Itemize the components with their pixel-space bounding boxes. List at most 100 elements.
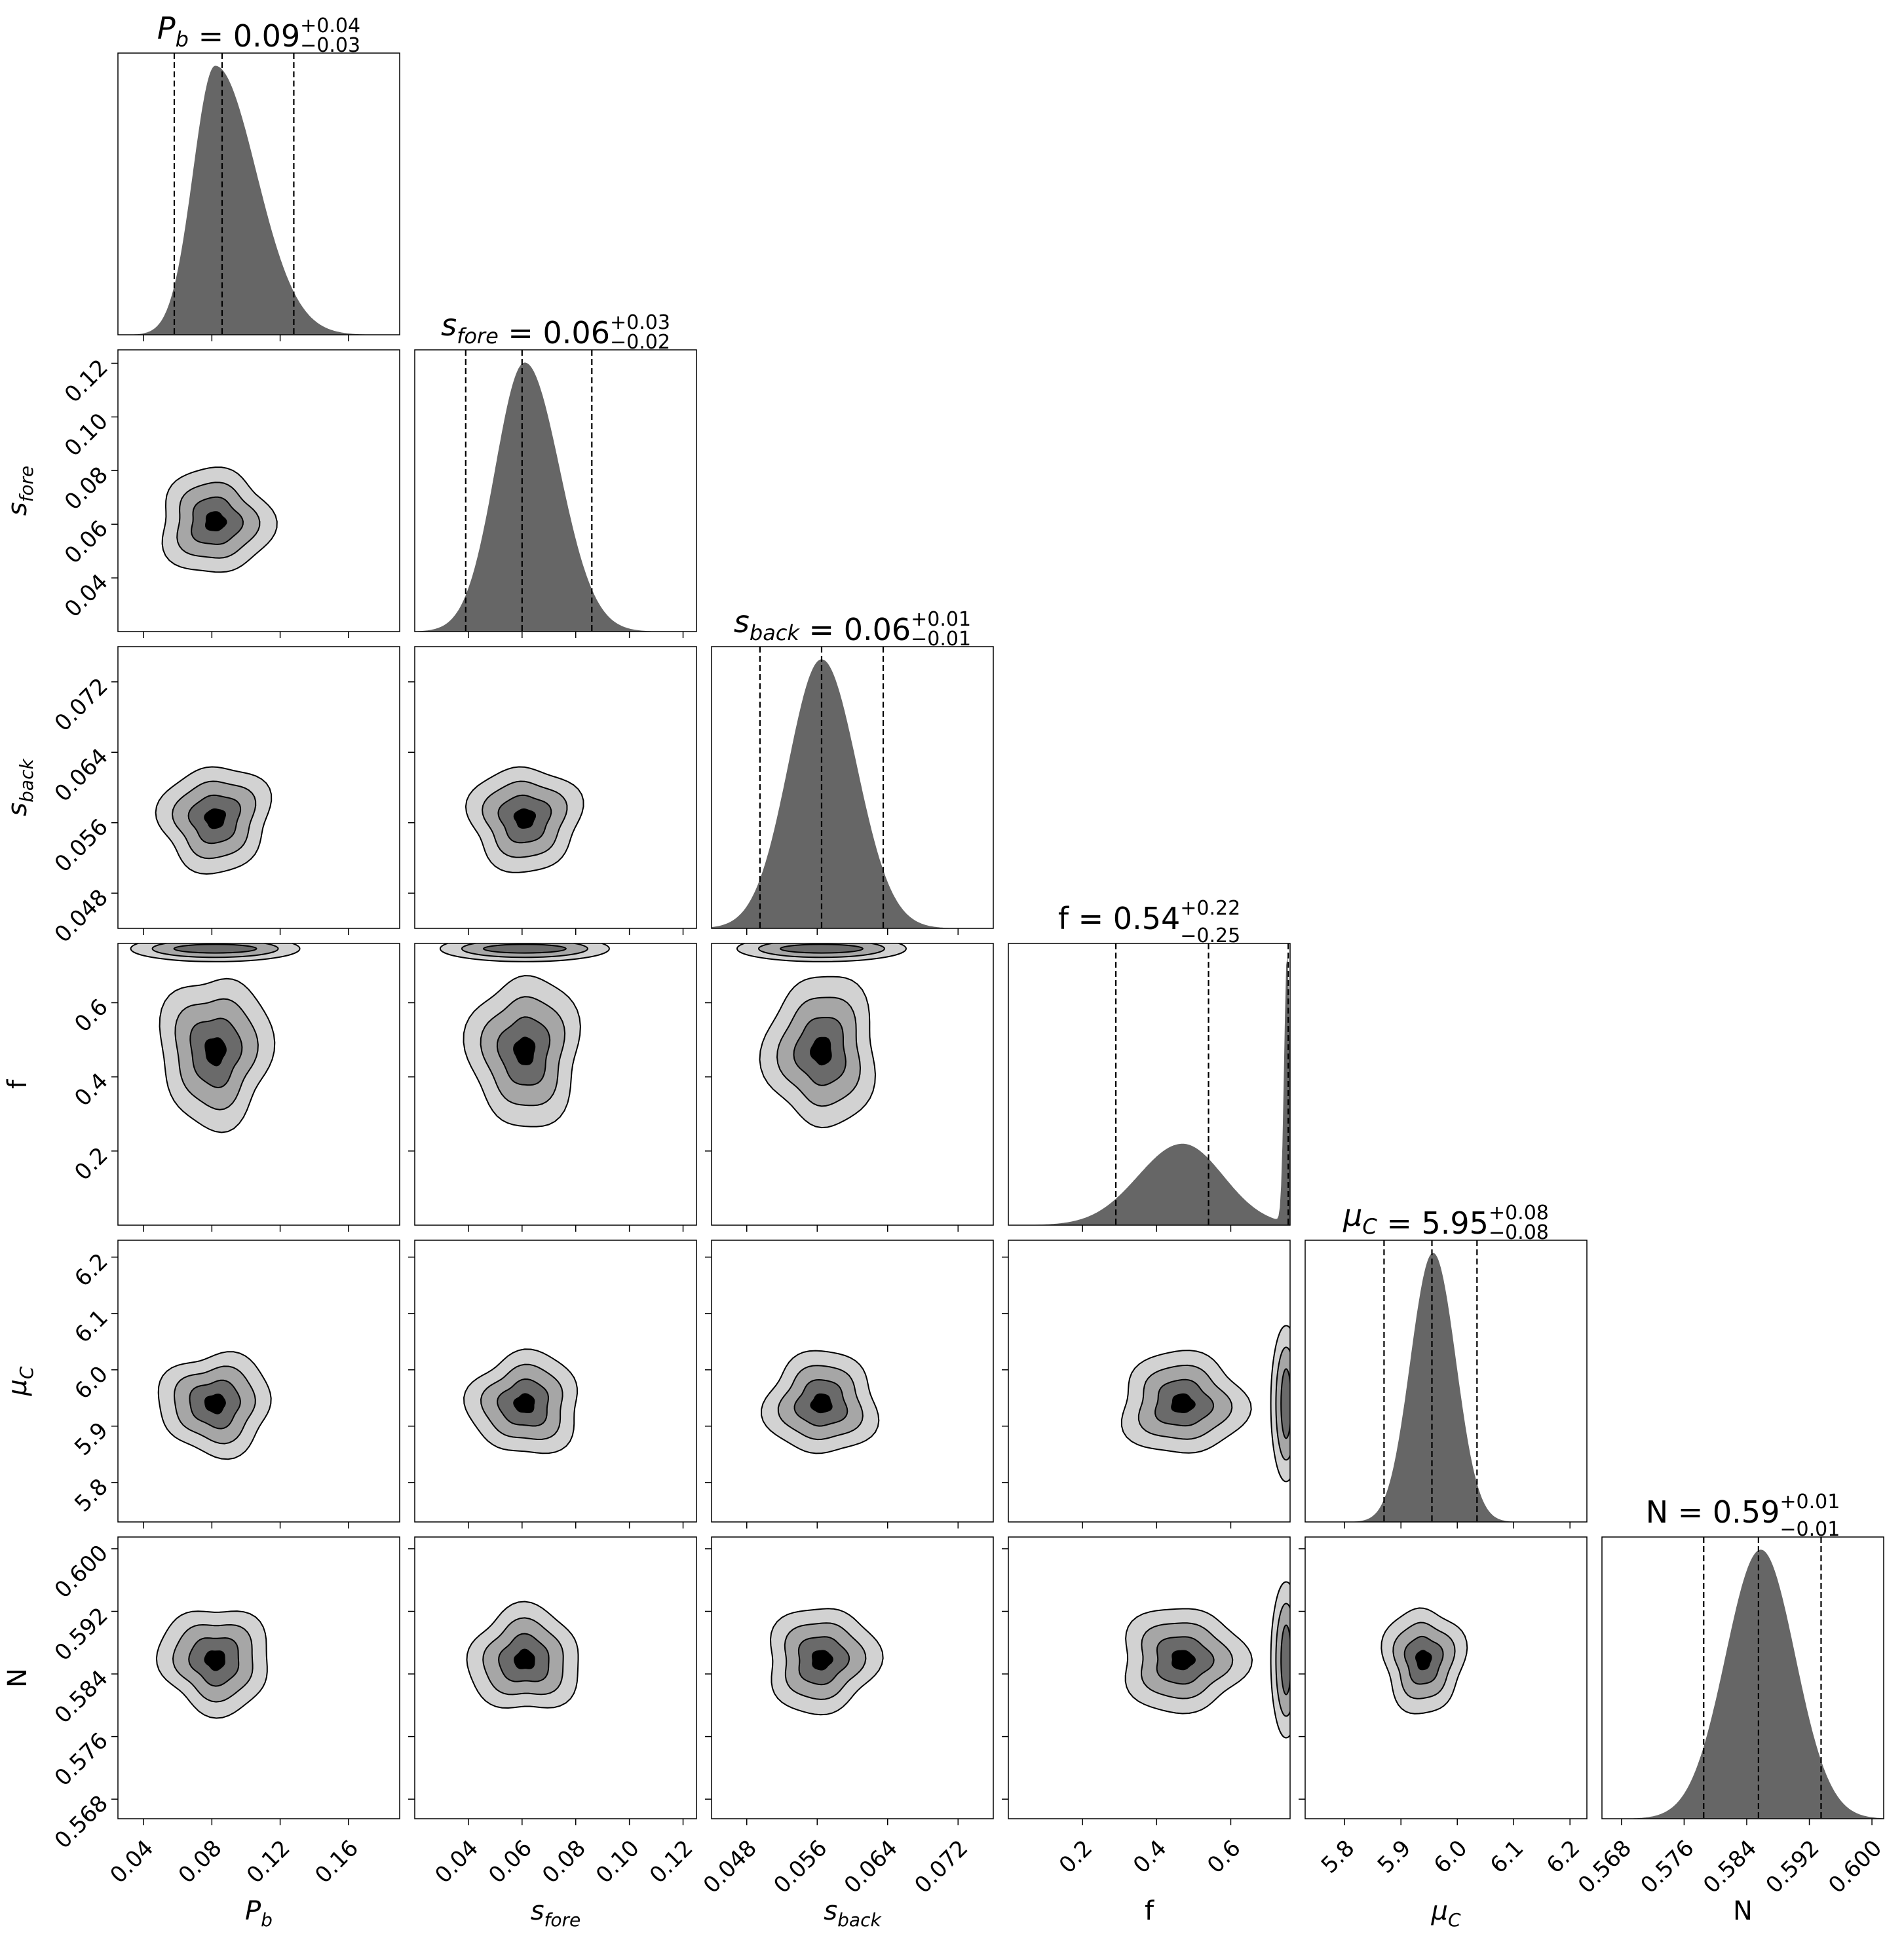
- panel-frame: [414, 646, 697, 929]
- x-tick-label-sback: 0.048: [698, 1835, 762, 1899]
- contour-level-4: [204, 808, 227, 829]
- title-f: f = 0.54+0.22: [1058, 897, 1240, 936]
- y-tick-label-muc: 5.9: [69, 1417, 113, 1461]
- x-tick-label-sback: 0.072: [909, 1835, 973, 1899]
- marginal-panel-f: [1008, 943, 1291, 1232]
- y-tick-label-sfore: 0.04: [60, 569, 113, 623]
- contour-level-4: [811, 1650, 833, 1671]
- title-minus-muc: −0.08: [1489, 1221, 1549, 1244]
- contour-panel-muc-vs-n: 5.8 5.9 6.0 6.1 6.2: [1299, 1536, 1588, 1879]
- x-axis-label-f: f: [1145, 1896, 1154, 1926]
- contour-panel-pb-vs-n: 0.04 0.08 0.12 0.16 0.5680.5760.5840.5920.60…: [50, 1536, 400, 1889]
- x-tick-label-f: 0.6: [1202, 1835, 1246, 1879]
- panel-frame: [1008, 1240, 1291, 1523]
- title-minus-n: −0.01: [1780, 1518, 1840, 1541]
- panel-frame: [117, 349, 400, 632]
- y-tick-label-sback: 0.056: [50, 814, 113, 877]
- x-tick-label-pb: 0.08: [174, 1835, 227, 1889]
- panel-frame: [414, 1240, 697, 1523]
- contour-panel-pb-vs-sfore: 0.040.060.080.100.12: [60, 349, 400, 638]
- contour-level-4: [1415, 1650, 1432, 1671]
- x-axis-label-n: N: [1733, 1896, 1753, 1926]
- contour-panel-pb-vs-f: 0.2 0.4 0.6: [69, 943, 400, 1232]
- histogram-muc: [1305, 1253, 1587, 1522]
- title-n: N = 0.59+0.01: [1646, 1490, 1840, 1530]
- x-tick-label-muc: 5.9: [1373, 1835, 1417, 1879]
- contour-level-4: [513, 1393, 535, 1413]
- panel-frame: [1601, 1536, 1884, 1819]
- contour-level-4: [513, 1648, 535, 1669]
- x-tick-label-f: 0.2: [1054, 1835, 1098, 1879]
- y-tick-label-f: 0.4: [69, 1068, 113, 1112]
- y-tick-label-n: 0.584: [50, 1665, 113, 1729]
- y-axis-label-muc: μC: [3, 1366, 37, 1396]
- contour-panel-sfore-vs-muc: [408, 1240, 697, 1528]
- contour-level-4: [513, 808, 536, 829]
- contour-level-4: [810, 1393, 833, 1414]
- x-tick-label-sfore: 0.10: [591, 1835, 645, 1889]
- marginal-panel-sfore: [414, 349, 697, 638]
- panel-frame: [711, 1240, 994, 1523]
- x-tick-label-muc: 6.1: [1485, 1835, 1529, 1879]
- panel-frame: [1304, 1240, 1588, 1523]
- contour-level-4: [204, 511, 227, 531]
- y-tick-label-sfore: 0.08: [60, 462, 113, 516]
- contour-level-4: [513, 1036, 536, 1065]
- y-axis-label-sback: sback: [3, 758, 37, 816]
- panel-frame: [117, 1536, 400, 1819]
- panel-frame: [414, 349, 697, 632]
- panel-frame: [711, 943, 994, 1226]
- y-tick-label-f: 0.2: [69, 1142, 113, 1186]
- y-tick-label-muc: 6.2: [69, 1248, 113, 1292]
- contour-edge-mode: [1280, 1368, 1290, 1439]
- contour-panel-f-vs-muc: [1002, 1240, 1291, 1528]
- x-tick-label-n: 0.576: [1635, 1835, 1699, 1899]
- x-tick-label-n: 0.568: [1573, 1835, 1637, 1899]
- x-tick-label-sfore: 0.08: [537, 1835, 591, 1889]
- contour-panel-sfore-vs-n: 0.04 0.06 0.08 0.10 0.12: [408, 1536, 698, 1889]
- panel-frame: [117, 943, 400, 1226]
- contour-panel-sback-vs-n: 0.048 0.056 0.064 0.072: [698, 1536, 994, 1899]
- x-axis-label-pb: Pb: [245, 1896, 273, 1931]
- y-tick-label-n: 0.600: [50, 1540, 113, 1603]
- x-axis-label-muc: μC: [1430, 1896, 1460, 1931]
- title-sback: sback = 0.06+0.01: [734, 604, 971, 647]
- x-tick-label-sback: 0.056: [769, 1835, 832, 1899]
- x-tick-label-pb: 0.16: [310, 1835, 364, 1889]
- y-tick-label-sback: 0.048: [50, 884, 113, 948]
- contour-panel-sback-vs-muc: [705, 1240, 994, 1528]
- contour-panel-sback-vs-f: [705, 943, 994, 1232]
- contour-panel-sfore-vs-sback: [408, 646, 697, 935]
- panel-frame: [117, 52, 400, 335]
- contour-level-4: [1171, 1393, 1196, 1414]
- x-tick-label-sfore: 0.04: [430, 1835, 484, 1889]
- x-tick-label-sfore: 0.12: [645, 1835, 698, 1889]
- contour-panel-pb-vs-muc: 5.8 5.9 6.0 6.1 6.2: [69, 1240, 400, 1528]
- y-tick-label-sback: 0.072: [50, 673, 113, 736]
- y-tick-label-n: 0.568: [50, 1791, 113, 1854]
- x-tick-label-muc: 6.0: [1429, 1835, 1473, 1879]
- contour-edge-mode: [779, 943, 864, 954]
- y-tick-label-sback: 0.064: [50, 744, 113, 807]
- histogram-pb: [118, 66, 400, 335]
- x-tick-label-muc: 6.2: [1542, 1835, 1586, 1879]
- title-pb: Pb = 0.09+0.04: [157, 10, 360, 54]
- y-tick-label-sfore: 0.12: [60, 354, 113, 408]
- title-minus-pb: −0.03: [300, 34, 360, 57]
- marginal-panel-muc: [1304, 1240, 1588, 1528]
- marginal-panel-sback: [711, 646, 994, 935]
- histogram-n: [1602, 1549, 1884, 1819]
- contour-edge-mode: [173, 943, 257, 954]
- x-tick-label-f: 0.4: [1128, 1835, 1172, 1879]
- title-sfore: sfore = 0.06+0.03: [441, 307, 670, 351]
- y-tick-label-sfore: 0.06: [60, 516, 113, 569]
- panel-frame: [1304, 1536, 1588, 1819]
- contour-level-4: [809, 1036, 832, 1066]
- panel-frame: [117, 1240, 400, 1523]
- y-tick-label-muc: 6.0: [69, 1361, 113, 1405]
- y-tick-label-f: 0.6: [69, 994, 113, 1038]
- x-tick-label-n: 0.592: [1761, 1835, 1825, 1899]
- marginal-panel-pb: [117, 52, 400, 341]
